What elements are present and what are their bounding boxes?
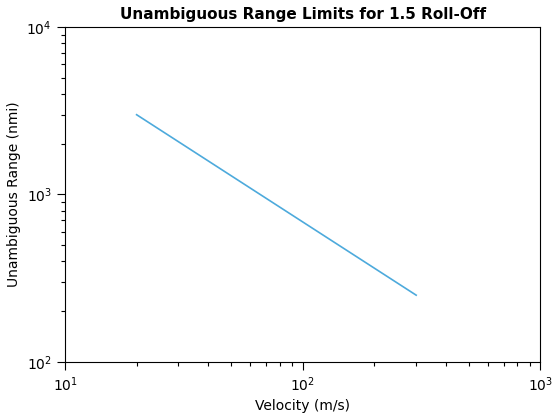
Title: Unambiguous Range Limits for 1.5 Roll-Off: Unambiguous Range Limits for 1.5 Roll-Of… — [120, 7, 486, 22]
Y-axis label: Unambiguous Range (nmi): Unambiguous Range (nmi) — [7, 102, 21, 287]
X-axis label: Velocity (m/s): Velocity (m/s) — [255, 399, 350, 413]
